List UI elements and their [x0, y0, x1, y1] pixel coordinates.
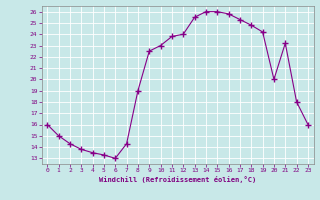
X-axis label: Windchill (Refroidissement éolien,°C): Windchill (Refroidissement éolien,°C) — [99, 176, 256, 183]
